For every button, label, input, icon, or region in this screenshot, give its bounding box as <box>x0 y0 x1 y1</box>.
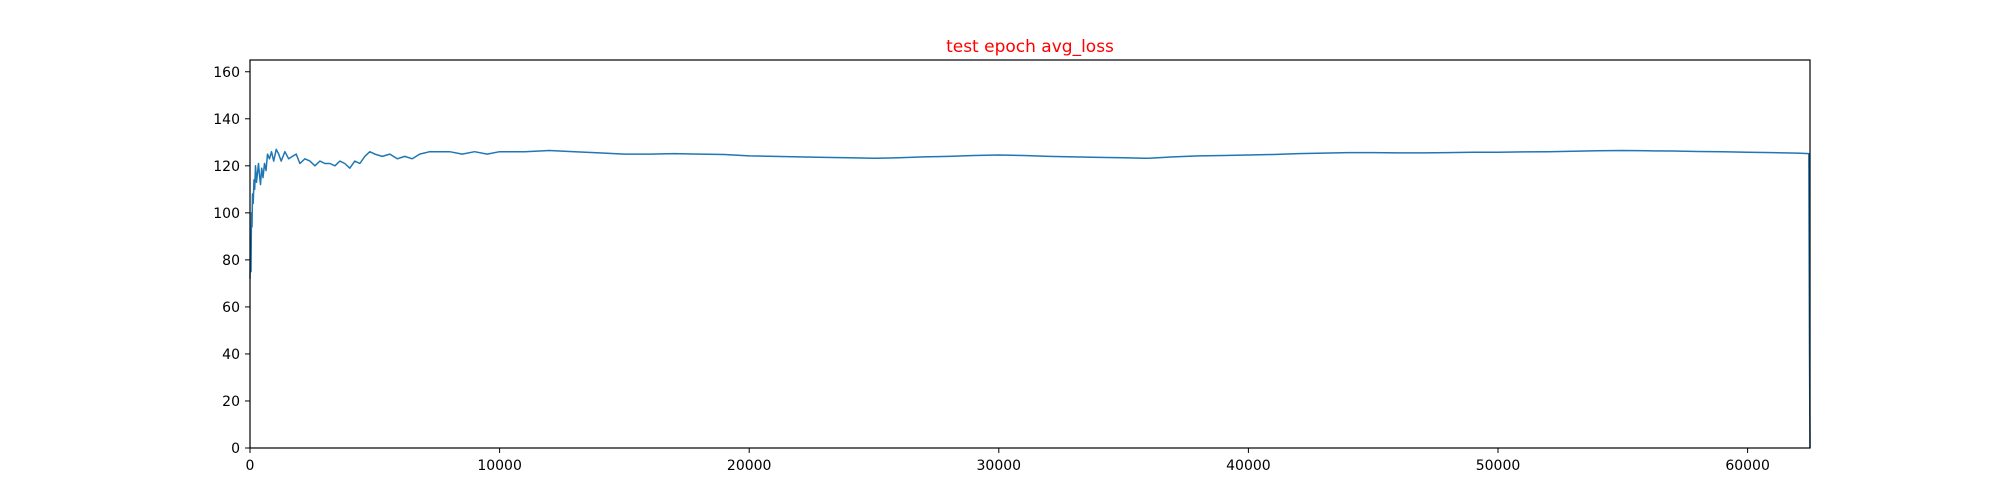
y-tick-label: 80 <box>222 253 240 269</box>
x-tick-label: 20000 <box>727 458 772 474</box>
x-tick-label: 50000 <box>1476 458 1521 474</box>
series-lines <box>249 148 1811 449</box>
x-tick-label: 10000 <box>477 458 522 474</box>
y-tick-label: 0 <box>231 441 240 457</box>
series-line <box>249 148 1811 449</box>
axes-frame <box>249 59 1811 449</box>
y-tick-label: 160 <box>213 65 240 81</box>
x-tick-label: 30000 <box>977 458 1022 474</box>
y-tick-label: 40 <box>222 347 240 363</box>
y-tick-label: 100 <box>213 206 240 222</box>
y-axis-ticks: 0 20 40 60 80 100 120 140 160 <box>213 65 250 457</box>
chart-title: test epoch avg_loss <box>946 37 1114 57</box>
y-tick-label: 60 <box>222 300 240 316</box>
x-tick-label: 40000 <box>1226 458 1271 474</box>
x-tick-label: 0 <box>246 458 255 474</box>
x-axis-ticks: 0 10000 20000 30000 40000 50000 60000 <box>246 448 1770 474</box>
y-tick-label: 20 <box>222 394 240 410</box>
y-tick-label: 140 <box>213 112 240 128</box>
y-tick-label: 120 <box>213 159 240 175</box>
x-tick-label: 60000 <box>1725 458 1770 474</box>
